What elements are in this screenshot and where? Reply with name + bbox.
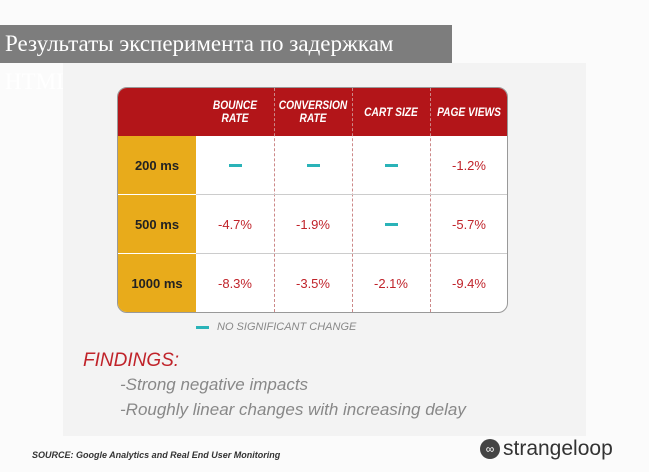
no-change-dash-icon	[384, 163, 398, 167]
table-cell: -4.7%	[218, 216, 252, 232]
table-cell: -8.3%	[218, 276, 252, 291]
legend-label: NO SIGNIFICANT CHANGE	[217, 321, 357, 333]
table-cell: -9.4%	[452, 276, 486, 291]
header-conversion-rate: CONVERSION RATE	[278, 98, 348, 125]
column-divider	[274, 88, 275, 312]
table-cell: -1.9%	[296, 216, 330, 232]
no-change-dash-icon	[384, 222, 398, 226]
no-change-dash-icon	[306, 163, 320, 167]
no-change-dash-icon	[196, 325, 209, 329]
legend: NO SIGNIFICANT CHANGE	[196, 321, 356, 333]
finding-item: -Roughly linear changes with increasing …	[120, 400, 466, 419]
table-cell: -3.5%	[296, 276, 330, 291]
strangeloop-logo: ∞ strangeloop	[480, 437, 613, 461]
table-cell	[274, 136, 352, 194]
row-divider	[196, 194, 507, 195]
table-cell: -2.1%	[374, 276, 408, 291]
column-divider	[352, 88, 353, 312]
findings-heading: FINDINGS:	[83, 350, 180, 371]
source-note: SOURCE: Google Analytics and Real End Us…	[32, 450, 281, 460]
row-label: 1000 ms	[118, 254, 196, 312]
finding-item: -Strong negative impacts	[120, 375, 309, 394]
table-cell	[352, 195, 430, 253]
header-bounce-rate: BOUNCE RATE	[212, 98, 258, 125]
loop-icon: ∞	[480, 439, 500, 459]
header-page-views: PAGE VIEWS	[437, 104, 501, 119]
no-change-dash-icon	[228, 163, 242, 167]
table-cell: -5.7%	[452, 216, 486, 232]
slide-title: Результаты эксперимента по задержкам HTM…	[0, 25, 452, 94]
results-table: BOUNCE RATE CONVERSION RATE CART SIZE PA…	[117, 87, 508, 313]
row-label: 200 ms	[118, 136, 196, 194]
logo-text: strangeloop	[503, 437, 613, 460]
table-cell	[196, 136, 274, 194]
row-label: 500 ms	[118, 195, 196, 253]
table-header: BOUNCE RATE CONVERSION RATE CART SIZE PA…	[118, 88, 507, 136]
column-divider	[430, 88, 431, 312]
header-cart-size: CART SIZE	[364, 104, 418, 119]
table-cell	[352, 136, 430, 194]
table-cell: -1.2%	[452, 157, 486, 173]
row-divider	[196, 253, 507, 254]
